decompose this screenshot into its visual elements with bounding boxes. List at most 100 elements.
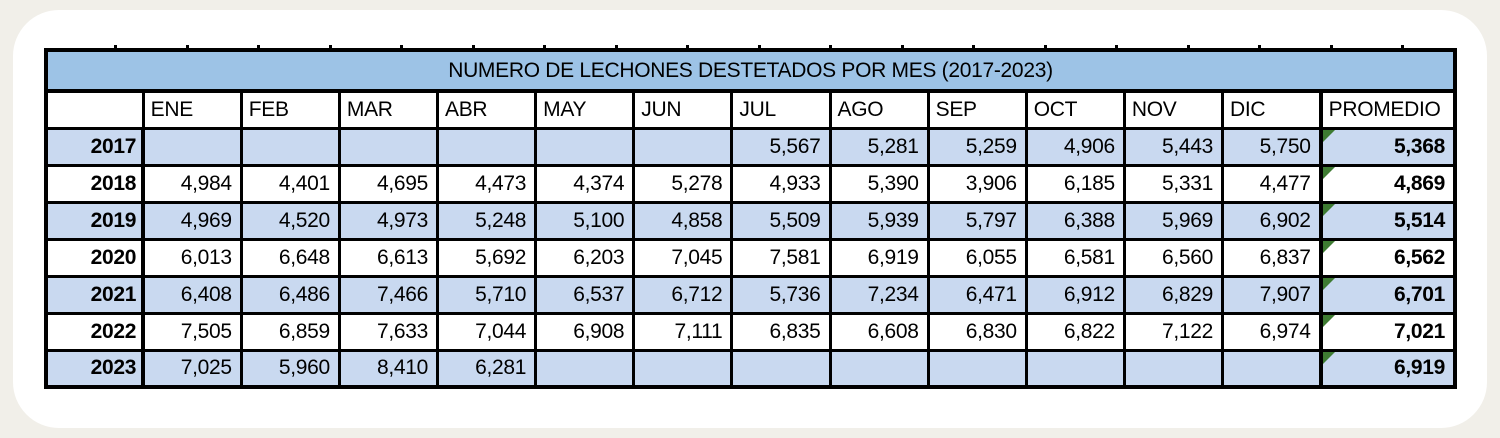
cell-2017-dic: 5,750 [1220, 126, 1323, 167]
column-header-sep: SEP [926, 89, 1028, 130]
title-row: NUMERO DE LECHONES DESTETADOS POR MES (2… [44, 48, 1457, 93]
cell-2021-feb: 6,486 [239, 274, 341, 315]
year-row-2020: 2020 6,013 6,648 6,613 5,692 6,203 7,045 7,581 6… [44, 237, 1457, 278]
cell-2023-ene: 7,025 [141, 348, 243, 389]
cell-2017-jun [632, 126, 734, 167]
gridline-tick [1044, 45, 1047, 49]
year-row-2019: 2019 4,969 4,520 4,973 5,248 5,100 4,858 5,509 5… [44, 200, 1457, 241]
cell-2018-ene: 4,984 [141, 163, 243, 204]
cell-2021-jun: 6,712 [632, 274, 734, 315]
cell-2018-may: 4,374 [534, 163, 636, 204]
cell-2020-dic: 6,837 [1220, 237, 1323, 278]
cell-2017-nov: 5,443 [1122, 126, 1225, 167]
cell-2022-promedio: 7,021 [1318, 311, 1457, 352]
cell-2023-promedio: 6,919 [1318, 348, 1457, 389]
cell-2018-jun: 5,278 [632, 163, 734, 204]
table-container: NUMERO DE LECHONES DESTETADOS POR MES (2… [44, 45, 1457, 389]
cell-2021-may: 6,537 [534, 274, 636, 315]
cell-2022-mar: 7,633 [337, 311, 440, 352]
cell-2022-jul: 6,835 [730, 311, 832, 352]
gridline-tick [1115, 45, 1118, 49]
column-header-promedio: PROMEDIO [1318, 89, 1457, 130]
column-header-ago: AGO [828, 89, 930, 130]
cell-2023-mar: 8,410 [337, 348, 440, 389]
cell-2022-ene: 7,505 [141, 311, 243, 352]
cell-2017-jul: 5,567 [730, 126, 832, 167]
cell-2023-abr: 6,281 [435, 348, 538, 389]
year-label-2022: 2022 [44, 311, 146, 352]
year-row-2021: 2021 6,408 6,486 7,466 5,710 6,537 6,712 5,736 7… [44, 274, 1457, 315]
formula-warning-triangle-icon [1324, 353, 1335, 364]
gridline-tick [329, 45, 332, 49]
cell-2018-dic: 4,477 [1220, 163, 1323, 204]
cell-2019-oct: 6,388 [1024, 200, 1126, 241]
gridline-tick [686, 45, 689, 49]
cell-2018-oct: 6,185 [1024, 163, 1126, 204]
cell-2021-promedio: 6,701 [1318, 274, 1457, 315]
cell-2017-sep: 5,259 [926, 126, 1028, 167]
cell-2022-jun: 7,111 [632, 311, 734, 352]
gridline-tick [758, 45, 761, 49]
cell-2023-nov [1122, 348, 1225, 389]
gridline-tick [186, 45, 189, 49]
cell-2023-ago [828, 348, 930, 389]
cell-2019-promedio: 5,514 [1318, 200, 1457, 241]
cell-2023-jun [632, 348, 734, 389]
cell-2022-feb: 6,859 [239, 311, 341, 352]
gridline-tick [615, 45, 618, 49]
lechones-destetados-table: NUMERO DE LECHONES DESTETADOS POR MES (2… [44, 48, 1457, 389]
column-header-jul: JUL [730, 89, 832, 130]
cell-2020-feb: 6,648 [239, 237, 341, 278]
table-title: NUMERO DE LECHONES DESTETADOS POR MES (2… [44, 48, 1457, 93]
gridline-tick [1187, 45, 1190, 49]
column-header-may: MAY [534, 89, 636, 130]
gridline-tick [829, 45, 832, 49]
cell-2017-oct: 4,906 [1024, 126, 1126, 167]
year-label-2017: 2017 [44, 126, 146, 167]
corner-header-cell [44, 89, 145, 130]
formula-warning-triangle-icon [1324, 242, 1335, 253]
cell-2020-may: 6,203 [534, 237, 636, 278]
year-row-2023: 2023 7,025 5,960 8,410 6,281 6,919 [44, 348, 1457, 389]
cell-2023-oct [1024, 348, 1126, 389]
cell-2018-sep: 3,906 [926, 163, 1028, 204]
cell-2022-sep: 6,830 [926, 311, 1028, 352]
month-header-row: ENE FEB MAR ABR MAY JUN JUL AGO SEP OCT NOV DIC PROM… [44, 89, 1457, 130]
cell-2020-jun: 7,045 [632, 237, 734, 278]
cell-2021-nov: 6,829 [1122, 274, 1225, 315]
gridline-tick [901, 45, 904, 49]
cell-2021-sep: 6,471 [926, 274, 1028, 315]
cell-2019-jul: 5,509 [730, 200, 832, 241]
cell-2017-feb [239, 126, 341, 167]
cell-2021-dic: 7,907 [1220, 274, 1323, 315]
gridline-tick [1258, 45, 1261, 49]
cell-2019-nov: 5,969 [1122, 200, 1225, 241]
cell-2020-promedio: 6,562 [1318, 237, 1457, 278]
column-header-nov: NOV [1122, 89, 1225, 130]
gridline-tick [400, 45, 403, 49]
cell-2017-ene [141, 126, 243, 167]
column-header-feb: FEB [239, 89, 341, 130]
cell-2020-oct: 6,581 [1024, 237, 1126, 278]
cell-2021-jul: 5,736 [730, 274, 832, 315]
gridline-tick [972, 45, 975, 49]
column-header-ene: ENE [141, 89, 243, 130]
report-card: NUMERO DE LECHONES DESTETADOS POR MES (2… [13, 10, 1487, 428]
gridline-tick [472, 45, 475, 49]
cell-2022-abr: 7,044 [435, 311, 538, 352]
cell-2020-ago: 6,919 [828, 237, 930, 278]
cell-2021-ago: 7,234 [828, 274, 930, 315]
year-label-2020: 2020 [44, 237, 146, 278]
formula-warning-triangle-icon [1324, 205, 1335, 216]
cell-2023-sep [926, 348, 1028, 389]
cell-2017-abr [435, 126, 538, 167]
cell-2021-mar: 7,466 [337, 274, 440, 315]
column-header-abr: ABR [435, 89, 538, 130]
gridline-tick [543, 45, 546, 49]
cell-2020-abr: 5,692 [435, 237, 538, 278]
cell-2018-jul: 4,933 [730, 163, 832, 204]
formula-warning-triangle-icon [1324, 279, 1335, 290]
cell-2018-ago: 5,390 [828, 163, 930, 204]
cell-2018-feb: 4,401 [239, 163, 341, 204]
cell-2018-abr: 4,473 [435, 163, 538, 204]
